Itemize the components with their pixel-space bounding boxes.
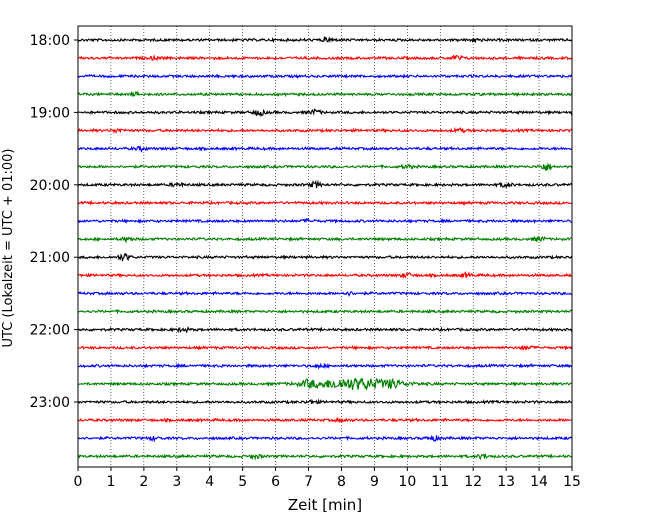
trace-2045: [77, 235, 573, 244]
x-tick-label: 7: [304, 474, 313, 490]
trace-1830: [77, 73, 573, 80]
y-axis-ticks: 18:00 19:00 20:00 21:00 22:00 23:00: [30, 33, 78, 411]
trace-2030: [77, 217, 573, 224]
x-tick-label: 14: [530, 474, 548, 490]
y-tick-label: 23:00: [30, 395, 70, 411]
trace-2130: [77, 290, 573, 297]
y-tick-label: 18:00: [30, 33, 70, 49]
y-tick-label: 20:00: [30, 178, 70, 194]
x-tick-label: 8: [337, 474, 346, 490]
x-tick-label: 4: [205, 474, 214, 490]
trace-2300: [77, 398, 573, 405]
trace-2330: [77, 434, 573, 443]
trace-2315: [77, 416, 573, 424]
trace-1815: [77, 54, 573, 62]
trace-2100: [77, 252, 573, 262]
x-tick-label: 1: [106, 474, 115, 490]
x-tick-label: 3: [172, 474, 181, 490]
x-tick-label: 9: [370, 474, 379, 490]
trace-2145: [77, 308, 573, 315]
x-axis-ticks: 0 1 2 3 4 5 6 7 8 9 10 11 12 13 14 15: [74, 467, 581, 490]
x-tick-label: 5: [238, 474, 247, 490]
y-tick-label: 21:00: [30, 250, 70, 266]
x-tick-label: 13: [497, 474, 515, 490]
x-axis-label: Zeit [min]: [288, 496, 362, 514]
x-tick-label: 0: [74, 474, 83, 490]
trace-1845: [77, 90, 573, 98]
trace-1930: [77, 144, 573, 153]
trace-2015: [77, 199, 573, 206]
plot-frame: [77, 25, 573, 468]
trace-group: [77, 35, 573, 461]
trace-1945: [77, 162, 573, 172]
y-tick-label: 22:00: [30, 323, 70, 339]
trace-2245: [77, 377, 573, 391]
trace-2200: [77, 325, 573, 334]
x-tick-label: 11: [431, 474, 449, 490]
x-tick-label: 15: [563, 474, 581, 490]
trace-2115: [77, 271, 573, 280]
trace-1800: [77, 35, 573, 44]
trace-2230: [77, 362, 573, 370]
x-tick-label: 6: [271, 474, 280, 490]
x-tick-label: 10: [398, 474, 416, 490]
trace-1900: [77, 108, 573, 118]
y-tick-label: 19:00: [30, 105, 70, 121]
trace-2000: [77, 179, 573, 189]
y-axis-label: UTC (Lokalzeit = UTC + 01:00): [1, 149, 16, 348]
trace-1915: [77, 126, 573, 134]
trace-2215: [77, 344, 573, 351]
x-tick-label: 12: [464, 474, 482, 490]
x-tick-label: 2: [139, 474, 148, 490]
trace-2345: [77, 453, 573, 461]
